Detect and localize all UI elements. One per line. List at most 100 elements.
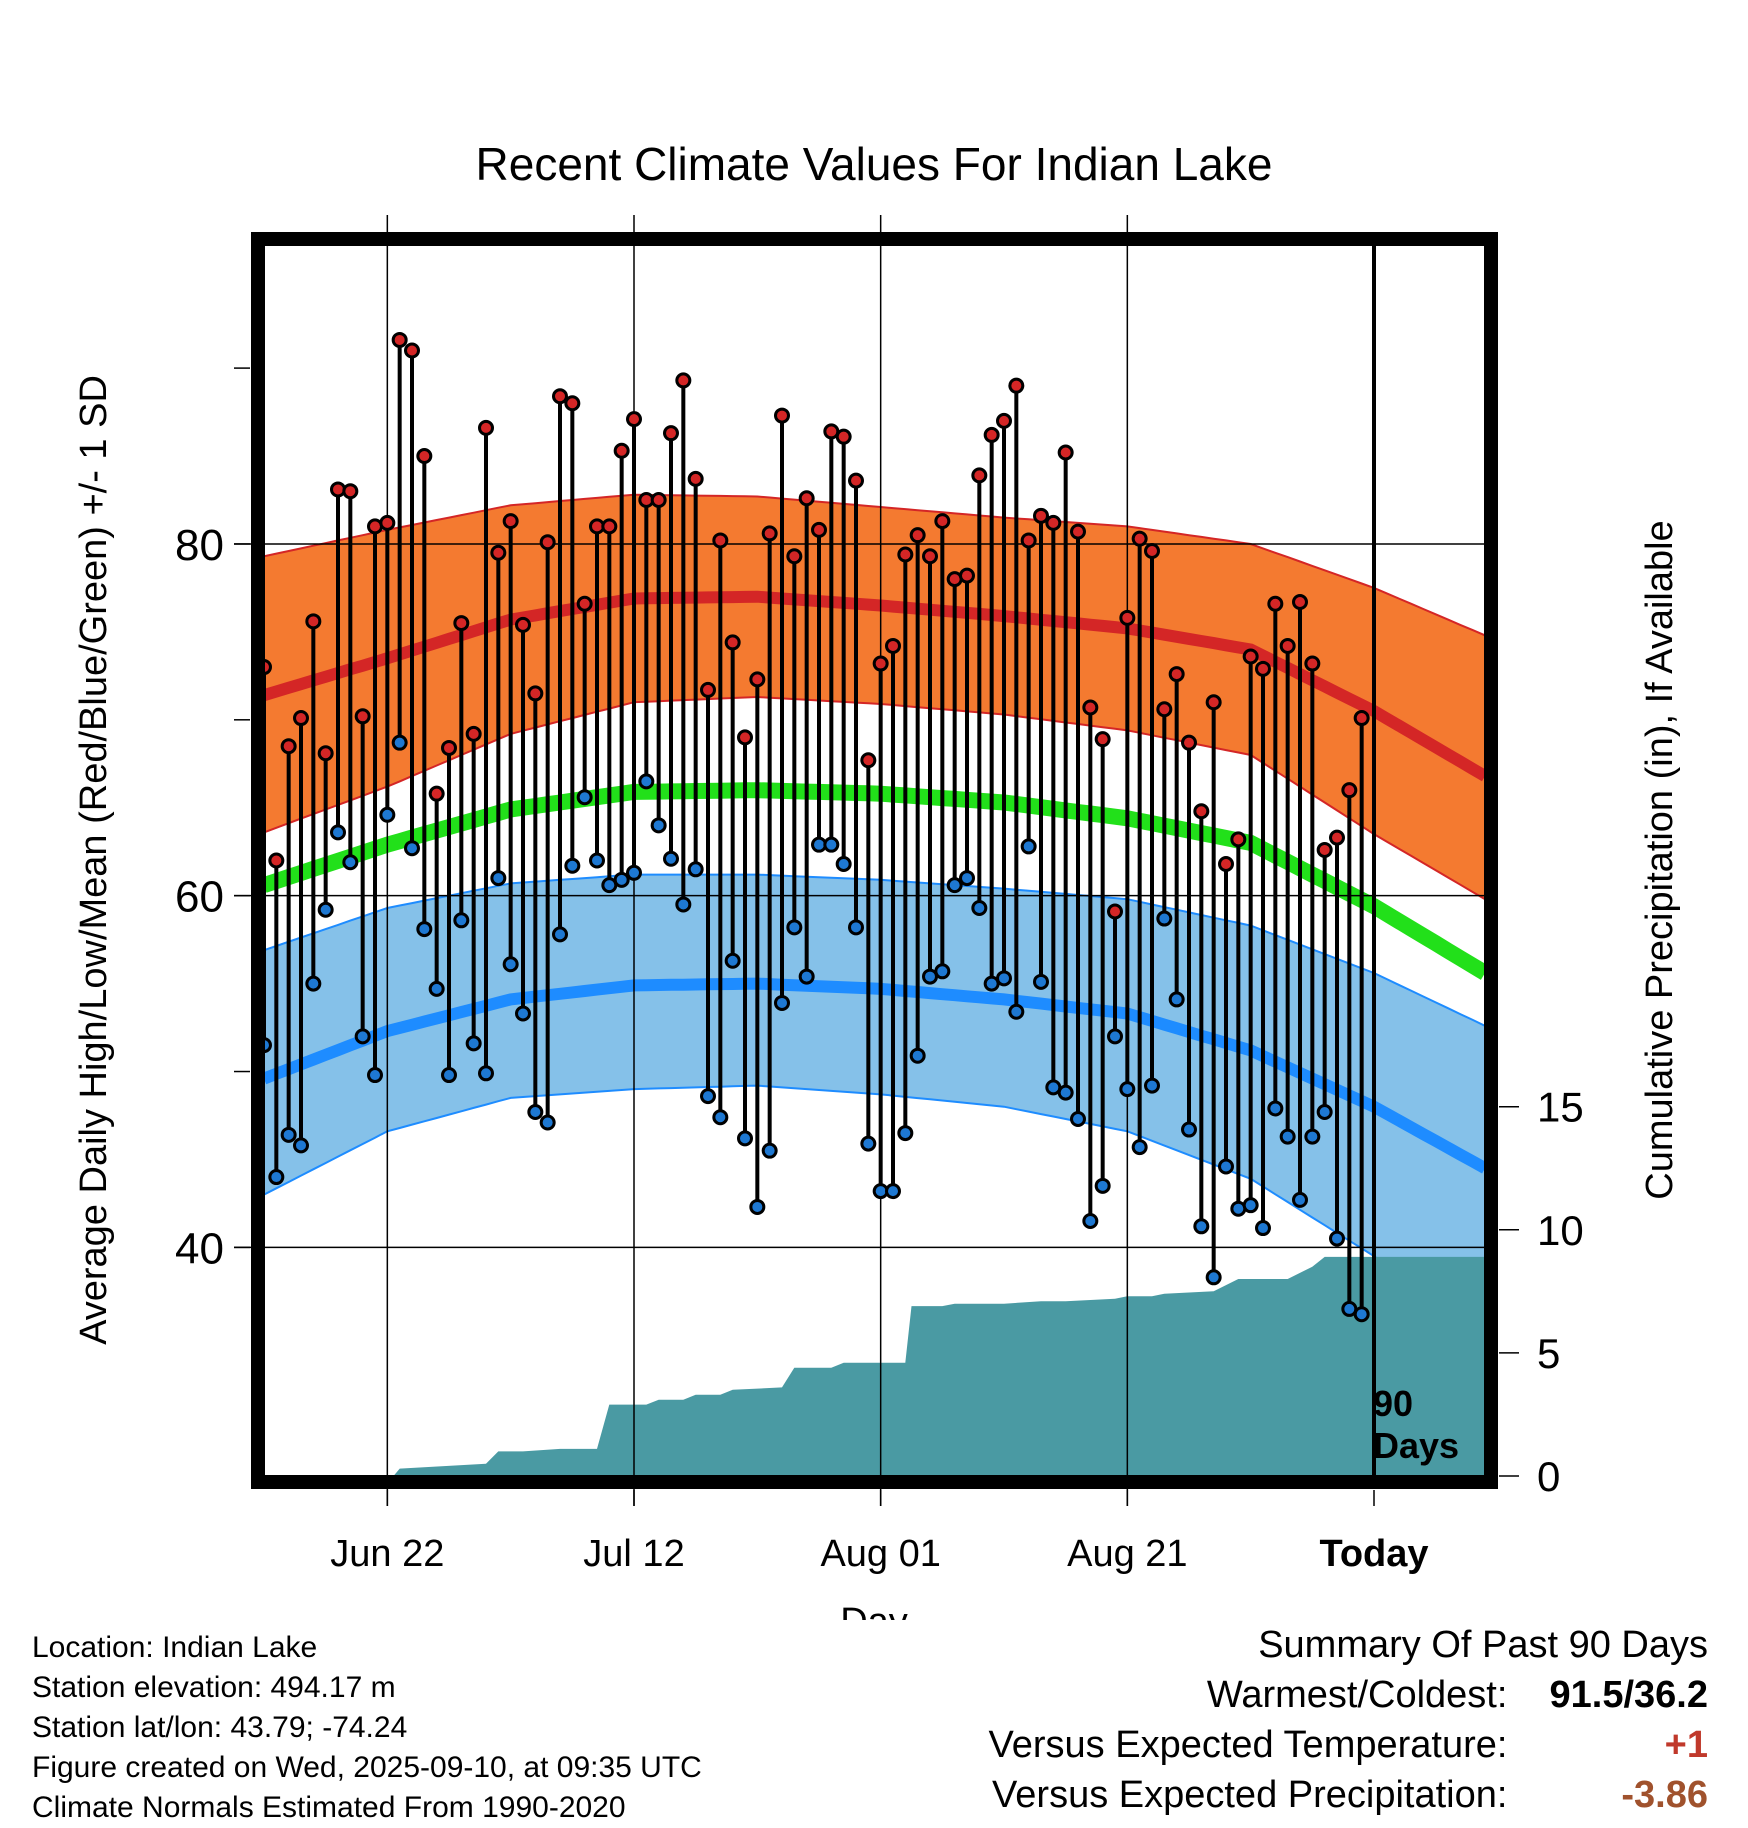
daily-high-point bbox=[564, 395, 581, 412]
daily-low-point bbox=[638, 773, 655, 790]
daily-high-point bbox=[1082, 699, 1099, 716]
daily-high-point bbox=[280, 738, 297, 755]
warmest-value: 91.5/36.2 bbox=[1549, 1674, 1708, 1716]
daily-high-point bbox=[1119, 609, 1136, 626]
daily-low-point bbox=[552, 926, 568, 943]
daily-low-point bbox=[1292, 1191, 1308, 1208]
daily-high-point bbox=[761, 525, 778, 542]
daily-high-point bbox=[342, 483, 359, 500]
precip-value: -3.86 bbox=[1621, 1774, 1708, 1816]
daily-high-point bbox=[934, 513, 951, 530]
daily-low-point bbox=[1057, 1084, 1074, 1101]
daily-low-point bbox=[354, 1028, 371, 1045]
temp-value: +1 bbox=[1664, 1724, 1708, 1766]
daily-high-point bbox=[626, 411, 642, 428]
daily-low-point bbox=[1205, 1269, 1222, 1286]
daily-low-point bbox=[1094, 1177, 1111, 1194]
daily-low-point bbox=[379, 806, 396, 823]
daily-low-point bbox=[1168, 991, 1185, 1008]
x-axis-label: Day bbox=[840, 1601, 908, 1620]
daily-high-point bbox=[1267, 595, 1284, 612]
daily-high-point bbox=[552, 388, 568, 405]
daily-low-point bbox=[268, 1169, 285, 1186]
y-axis-left-label: Average Daily High/Low/Mean (Red/Blue/Gr… bbox=[73, 375, 115, 1345]
daily-low-point bbox=[1267, 1100, 1284, 1117]
y-right-tick-label: 0 bbox=[1537, 1453, 1560, 1500]
daily-low-point bbox=[1131, 1139, 1148, 1156]
daily-high-point bbox=[576, 595, 593, 612]
summary-temp-row: Versus Expected Temperature: +1 bbox=[989, 1720, 1708, 1770]
daily-low-point bbox=[749, 1198, 766, 1215]
daily-low-point bbox=[416, 921, 433, 938]
daily-low-point bbox=[823, 836, 840, 853]
daily-high-point bbox=[798, 490, 815, 507]
daily-low-point bbox=[441, 1067, 457, 1084]
daily-high-point bbox=[465, 725, 482, 742]
daily-high-point bbox=[1353, 710, 1370, 727]
daily-high-point bbox=[1070, 523, 1086, 540]
daily-high-point bbox=[663, 425, 679, 442]
daily-low-point bbox=[1304, 1128, 1321, 1145]
axes: 40 60 80 0 5 10 15 Jun 22 Jul 12 Aug 01 Aug 21 Toda… bbox=[175, 232, 1584, 1575]
daily-high-point bbox=[613, 442, 630, 459]
daily-high-point bbox=[959, 567, 975, 584]
summary-panel: Summary Of Past 90 Days Warmest/Coldest:… bbox=[989, 1620, 1708, 1820]
daily-high-point bbox=[293, 710, 309, 727]
daily-high-point bbox=[1045, 514, 1062, 531]
station-elevation: Station elevation: 494.17 m bbox=[32, 1671, 396, 1704]
daily-high-point bbox=[1181, 734, 1197, 751]
warmest-label: Warmest/Coldest: bbox=[1206, 1674, 1508, 1716]
daily-low-point bbox=[909, 1047, 926, 1064]
daily-low-point bbox=[971, 899, 988, 916]
daily-high-point bbox=[1156, 701, 1173, 718]
daily-high-point bbox=[700, 681, 716, 698]
x-tick-label: Jun 22 bbox=[330, 1533, 444, 1575]
daily-low-point bbox=[1070, 1111, 1086, 1128]
x-tick-label: Jul 12 bbox=[583, 1533, 684, 1575]
plot-frame bbox=[251, 232, 1498, 1489]
daily-high-point bbox=[527, 685, 544, 702]
daily-high-point bbox=[1144, 542, 1160, 559]
daily-low-point bbox=[737, 1130, 753, 1147]
daily-high-point bbox=[305, 613, 322, 630]
daily-high-point bbox=[515, 616, 531, 633]
daily-high-point bbox=[601, 518, 618, 535]
summary-warmest-row: Warmest/Coldest: 91.5/36.2 bbox=[989, 1670, 1708, 1720]
daily-low-point bbox=[391, 734, 408, 751]
daily-high-point bbox=[1168, 666, 1185, 683]
daily-high-point bbox=[1341, 782, 1358, 799]
daily-low-point bbox=[687, 861, 704, 878]
daily-low-point bbox=[317, 901, 334, 918]
daily-high-point bbox=[749, 671, 766, 688]
station-info: Location: Indian Lake Station elevation:… bbox=[32, 1628, 702, 1828]
y-right-tick-label: 15 bbox=[1537, 1084, 1584, 1131]
daily-low-point bbox=[885, 1183, 901, 1200]
daily-low-point bbox=[786, 919, 803, 936]
daily-low-point bbox=[404, 840, 420, 857]
y-left-tick-label: 80 bbox=[175, 521, 224, 570]
climate-chart: Recent Climate Values For Indian Lake 40… bbox=[73, 138, 1681, 1620]
daily-high-point bbox=[416, 448, 433, 465]
daily-high-point bbox=[1292, 593, 1308, 610]
daily-low-point bbox=[465, 1035, 482, 1052]
daily-low-point bbox=[564, 857, 581, 874]
daily-high-point bbox=[1094, 731, 1111, 748]
daily-low-point bbox=[1020, 838, 1037, 855]
daily-low-point bbox=[897, 1125, 914, 1142]
daily-low-point bbox=[515, 1005, 531, 1022]
daily-high-point bbox=[1279, 637, 1296, 654]
x-tick-label: Aug 01 bbox=[820, 1533, 940, 1575]
normal-low-line bbox=[264, 977, 1485, 1174]
daily-low-point bbox=[663, 850, 679, 867]
x-tick-label: Today bbox=[1319, 1533, 1428, 1575]
daily-high-point bbox=[1218, 856, 1234, 873]
daily-high-point bbox=[404, 342, 420, 359]
daily-high-point bbox=[897, 546, 914, 563]
daily-high-point bbox=[1329, 829, 1345, 846]
daily-low-point bbox=[761, 1142, 778, 1159]
daily-high-point bbox=[922, 548, 938, 565]
daily-low-point bbox=[1082, 1213, 1099, 1230]
daily-low-point bbox=[848, 919, 864, 936]
daily-high-point bbox=[996, 412, 1012, 429]
daily-low-point bbox=[774, 994, 790, 1011]
